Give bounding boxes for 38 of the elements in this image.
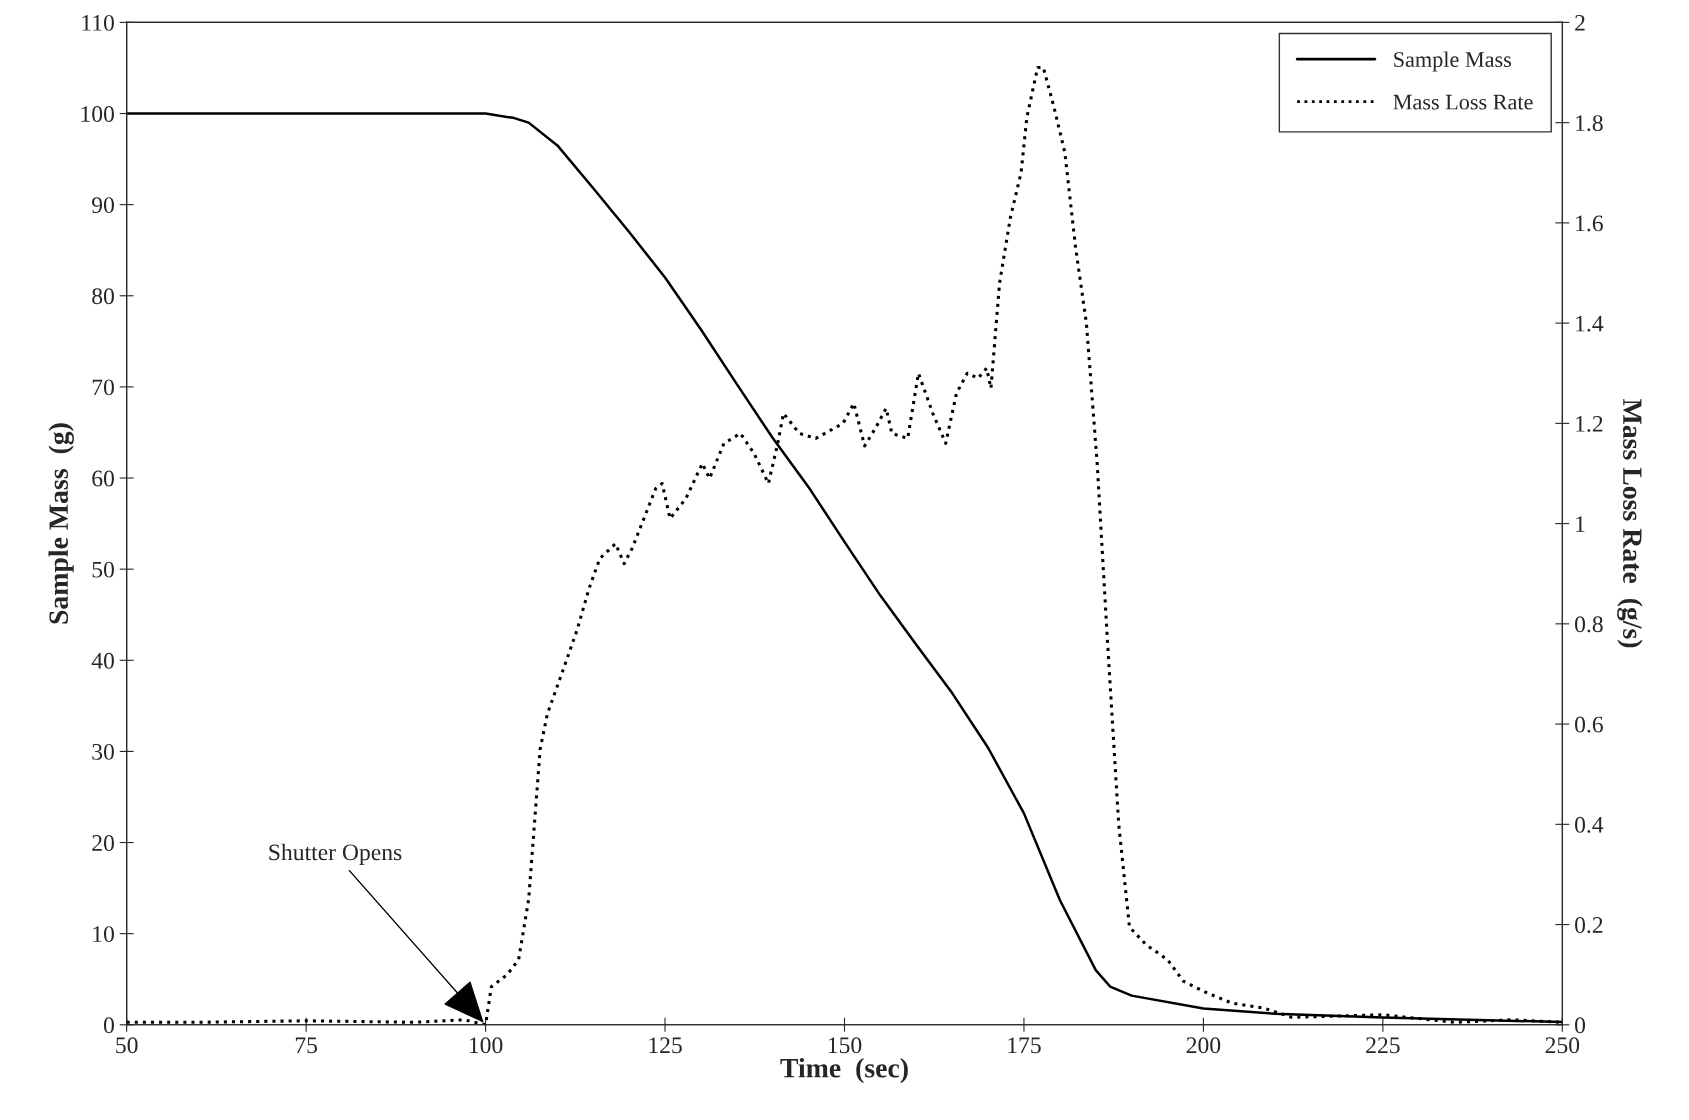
y-tick-label: 50 — [92, 561, 114, 578]
x-tick-label: 50 — [116, 1037, 138, 1054]
x-tick-label: 250 — [1545, 1037, 1580, 1054]
x-tick-label: 150 — [828, 1037, 862, 1054]
y2-tick-label: 0.6 — [1575, 716, 1603, 733]
y2-tick-label: 1.6 — [1576, 215, 1603, 232]
y-tick-label: 80 — [92, 288, 114, 305]
x-tick-label: 175 — [1008, 1037, 1041, 1054]
y2-tick-label: 1 — [1576, 516, 1585, 532]
y-tick-label: 10 — [93, 926, 114, 943]
y2-tick-label: 0.4 — [1575, 816, 1604, 833]
y2-tick-label: 0 — [1575, 1017, 1586, 1034]
x-tick-label: 75 — [295, 1037, 318, 1054]
y2-tick-label: 0.2 — [1575, 917, 1603, 934]
y-tick-label: 100 — [81, 106, 114, 122]
x-tick-label: 200 — [1186, 1037, 1221, 1054]
y-tick-label: 30 — [92, 743, 114, 760]
x-tick-label: 225 — [1366, 1037, 1400, 1054]
legend-label: Mass Loss Rate — [1393, 94, 1533, 110]
x-axis-title: Time (sec) — [780, 1058, 908, 1084]
y-tick-label: 90 — [92, 197, 114, 214]
legend-label: Sample Mass — [1394, 51, 1512, 72]
x-tick-label: 125 — [649, 1037, 682, 1054]
annotation: Shutter Opens — [269, 843, 402, 866]
y-axis-title: Sample Mass (g) — [48, 423, 74, 624]
y2-axis-title: Mass Loss Rate (g/s) — [1617, 399, 1643, 648]
y2-tick-label: 0.8 — [1575, 616, 1603, 633]
y-tick-label: 70 — [92, 379, 114, 396]
y-tick-label: 0 — [103, 1017, 114, 1034]
y2-tick-label: 2 — [1575, 14, 1585, 31]
y2-tick-label: 1.2 — [1576, 415, 1603, 432]
y-tick-label: 60 — [92, 470, 114, 487]
y-tick-label: 40 — [91, 652, 114, 669]
y2-tick-label: 1.8 — [1576, 115, 1603, 132]
y-tick-label: 110 — [82, 14, 114, 31]
x-tick-label: 100 — [469, 1037, 503, 1054]
y-tick-label: 20 — [92, 835, 114, 851]
y2-tick-label: 1.4 — [1576, 315, 1604, 332]
